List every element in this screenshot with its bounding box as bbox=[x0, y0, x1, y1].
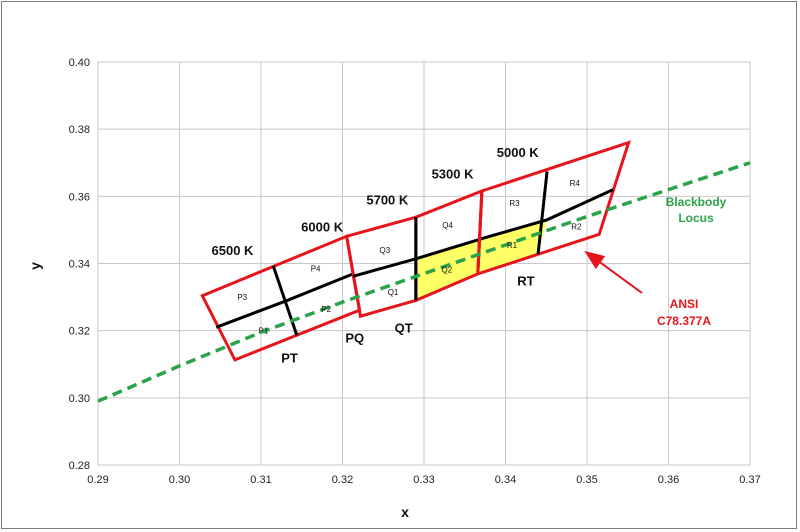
qt-divider-horizontal bbox=[415, 237, 483, 261]
ansi-label-line1: ANSI bbox=[670, 297, 699, 311]
group-label-pt: PT bbox=[281, 351, 298, 366]
highlight-r1 bbox=[477, 219, 548, 274]
blackbody-locus bbox=[97, 161, 751, 403]
y-tick-2: 0.32 bbox=[69, 326, 90, 338]
bin-label-r3: R3 bbox=[509, 199, 520, 208]
group-label-pq: PQ bbox=[345, 330, 364, 345]
x-tick-5: 0.34 bbox=[495, 474, 516, 486]
group-label-rt: RT bbox=[517, 273, 534, 288]
x-tick-0: 0.29 bbox=[87, 474, 108, 486]
x-tick-1: 0.30 bbox=[169, 474, 190, 486]
y-tick-1: 0.30 bbox=[69, 393, 90, 405]
x-tick-3: 0.32 bbox=[332, 474, 353, 486]
y-tick-5: 0.38 bbox=[69, 124, 90, 136]
bin-label-q2: Q2 bbox=[441, 266, 452, 275]
rt-left-edge bbox=[476, 190, 484, 274]
y-tick-4: 0.36 bbox=[69, 191, 90, 203]
cct-label-0: 6500 K bbox=[212, 243, 255, 258]
ansi-quadrangles bbox=[200, 140, 631, 362]
grid-lines bbox=[97, 61, 751, 466]
locus-curve bbox=[97, 161, 751, 403]
bin-label-p4: P4 bbox=[311, 265, 321, 274]
bin-label-r2: R2 bbox=[571, 223, 582, 232]
x-tick-labels: 0.29 0.30 0.31 0.32 0.33 0.34 0.35 0.36 0.37 bbox=[87, 474, 760, 486]
ansi-label-line2: C78.377A bbox=[657, 314, 711, 328]
pt-divider-horizontal bbox=[215, 272, 354, 329]
bin-label-p3: P3 bbox=[237, 293, 247, 302]
locus-label-line1: Blackbody bbox=[666, 195, 727, 209]
x-tick-4: 0.33 bbox=[413, 474, 434, 486]
y-tick-3: 0.34 bbox=[69, 259, 90, 271]
bin-label-p2: P2 bbox=[321, 305, 331, 314]
y-axis-label: y bbox=[27, 262, 43, 270]
bin-label-r4: R4 bbox=[570, 179, 581, 188]
pq-divider-horizontal bbox=[352, 257, 417, 278]
x-tick-2: 0.31 bbox=[250, 474, 271, 486]
bin-label-q1: Q1 bbox=[388, 288, 399, 297]
bin-label-q4: Q4 bbox=[442, 221, 453, 230]
x-tick-6: 0.35 bbox=[576, 474, 597, 486]
bin-label-q3: Q3 bbox=[380, 246, 391, 255]
cct-label-2: 5700 K bbox=[366, 193, 409, 208]
rt-divider-vertical bbox=[536, 171, 549, 255]
rt-divider-horizontal bbox=[481, 188, 614, 241]
chart-annotations: 6500 K 6000 K 5700 K 5300 K 5000 K P3 P4 P2 P1 Q3… bbox=[212, 145, 583, 366]
x-axis-label: x bbox=[401, 504, 409, 520]
y-tick-6: 0.40 bbox=[69, 57, 90, 69]
cct-label-1: 6000 K bbox=[301, 220, 344, 235]
y-tick-labels: 0.28 0.30 0.32 0.34 0.36 0.38 0.40 bbox=[69, 57, 90, 472]
group-label-qt: QT bbox=[395, 320, 413, 335]
x-tick-8: 0.37 bbox=[739, 474, 760, 486]
cct-label-4: 5000 K bbox=[497, 145, 540, 160]
locus-label-line2: Locus bbox=[678, 211, 714, 225]
cct-label-3: 5300 K bbox=[432, 167, 475, 182]
bin-label-r1: R1 bbox=[507, 241, 518, 250]
bin-label-p1: P1 bbox=[259, 327, 269, 336]
x-tick-7: 0.36 bbox=[658, 474, 679, 486]
y-tick-0: 0.28 bbox=[69, 460, 90, 472]
ansi-arrow bbox=[584, 250, 643, 294]
